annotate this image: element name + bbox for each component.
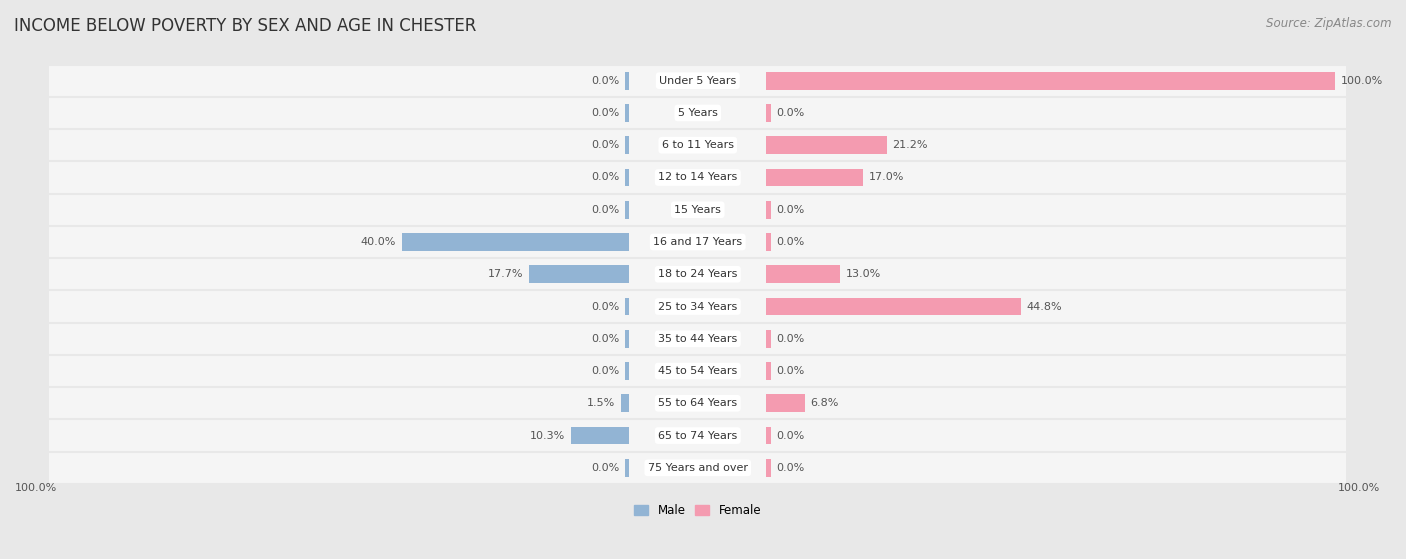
Bar xyxy=(529,266,630,283)
Text: 6 to 11 Years: 6 to 11 Years xyxy=(662,140,734,150)
Bar xyxy=(571,427,630,444)
Bar xyxy=(766,233,770,251)
Bar xyxy=(624,72,630,89)
Bar xyxy=(766,72,1336,89)
Text: 17.0%: 17.0% xyxy=(869,173,904,182)
FancyBboxPatch shape xyxy=(49,129,1347,162)
FancyBboxPatch shape xyxy=(49,64,1347,97)
Text: 100.0%: 100.0% xyxy=(1339,483,1381,493)
Text: 0.0%: 0.0% xyxy=(776,430,804,440)
Text: 0.0%: 0.0% xyxy=(591,366,619,376)
Text: 0.0%: 0.0% xyxy=(591,75,619,86)
Text: 0.0%: 0.0% xyxy=(591,301,619,311)
Text: 12 to 14 Years: 12 to 14 Years xyxy=(658,173,737,182)
Text: 45 to 54 Years: 45 to 54 Years xyxy=(658,366,737,376)
Text: 100.0%: 100.0% xyxy=(1341,75,1384,86)
Bar xyxy=(624,201,630,219)
Text: 5 Years: 5 Years xyxy=(678,108,717,118)
Bar xyxy=(624,169,630,186)
Text: 21.2%: 21.2% xyxy=(893,140,928,150)
Text: 0.0%: 0.0% xyxy=(591,108,619,118)
Bar xyxy=(624,330,630,348)
Text: Source: ZipAtlas.com: Source: ZipAtlas.com xyxy=(1267,17,1392,30)
Text: 0.0%: 0.0% xyxy=(776,237,804,247)
Text: 0.0%: 0.0% xyxy=(591,173,619,182)
Text: 16 and 17 Years: 16 and 17 Years xyxy=(654,237,742,247)
Text: 0.0%: 0.0% xyxy=(776,366,804,376)
Bar xyxy=(766,362,770,380)
Bar xyxy=(766,297,1021,315)
Bar xyxy=(766,395,804,412)
Text: 100.0%: 100.0% xyxy=(15,483,58,493)
Text: 65 to 74 Years: 65 to 74 Years xyxy=(658,430,737,440)
Bar xyxy=(766,459,770,477)
FancyBboxPatch shape xyxy=(49,162,1347,193)
FancyBboxPatch shape xyxy=(49,290,1347,323)
FancyBboxPatch shape xyxy=(49,258,1347,290)
Text: 0.0%: 0.0% xyxy=(591,463,619,473)
Bar xyxy=(624,136,630,154)
Bar xyxy=(766,136,887,154)
Text: 0.0%: 0.0% xyxy=(776,108,804,118)
FancyBboxPatch shape xyxy=(49,355,1347,387)
Text: 17.7%: 17.7% xyxy=(488,269,523,280)
Bar xyxy=(766,330,770,348)
Bar xyxy=(621,395,630,412)
Bar xyxy=(766,201,770,219)
Text: 6.8%: 6.8% xyxy=(810,399,839,408)
Text: 0.0%: 0.0% xyxy=(776,334,804,344)
Text: 18 to 24 Years: 18 to 24 Years xyxy=(658,269,738,280)
Text: 25 to 34 Years: 25 to 34 Years xyxy=(658,301,737,311)
Text: 35 to 44 Years: 35 to 44 Years xyxy=(658,334,737,344)
Text: 10.3%: 10.3% xyxy=(530,430,565,440)
Bar xyxy=(624,459,630,477)
Text: 44.8%: 44.8% xyxy=(1026,301,1063,311)
Text: 55 to 64 Years: 55 to 64 Years xyxy=(658,399,737,408)
FancyBboxPatch shape xyxy=(49,97,1347,129)
Text: 0.0%: 0.0% xyxy=(591,140,619,150)
Bar xyxy=(766,169,863,186)
Text: 15 Years: 15 Years xyxy=(675,205,721,215)
Text: 0.0%: 0.0% xyxy=(591,334,619,344)
FancyBboxPatch shape xyxy=(49,323,1347,355)
Bar xyxy=(402,233,630,251)
Bar xyxy=(766,427,770,444)
Text: INCOME BELOW POVERTY BY SEX AND AGE IN CHESTER: INCOME BELOW POVERTY BY SEX AND AGE IN C… xyxy=(14,17,477,35)
Text: 1.5%: 1.5% xyxy=(588,399,616,408)
Bar xyxy=(624,362,630,380)
FancyBboxPatch shape xyxy=(49,452,1347,484)
Text: 40.0%: 40.0% xyxy=(361,237,396,247)
FancyBboxPatch shape xyxy=(49,226,1347,258)
Text: 0.0%: 0.0% xyxy=(591,205,619,215)
FancyBboxPatch shape xyxy=(49,387,1347,419)
FancyBboxPatch shape xyxy=(49,193,1347,226)
Bar xyxy=(624,104,630,122)
Text: 13.0%: 13.0% xyxy=(845,269,882,280)
Bar xyxy=(766,104,770,122)
Text: 75 Years and over: 75 Years and over xyxy=(648,463,748,473)
Text: 0.0%: 0.0% xyxy=(776,463,804,473)
Text: Under 5 Years: Under 5 Years xyxy=(659,75,737,86)
FancyBboxPatch shape xyxy=(49,419,1347,452)
Bar xyxy=(624,297,630,315)
Text: 0.0%: 0.0% xyxy=(776,205,804,215)
Bar xyxy=(766,266,839,283)
Legend: Male, Female: Male, Female xyxy=(630,499,766,522)
